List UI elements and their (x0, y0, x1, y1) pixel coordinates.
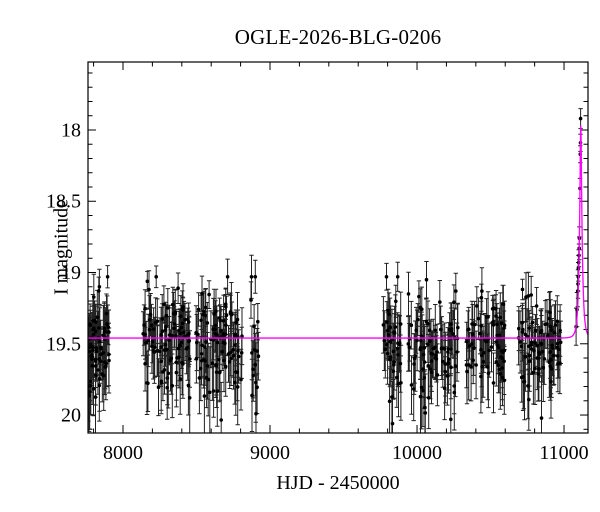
tick-labels: 8000 9000 10000 11000 18 18.5 19 19.5 20 (46, 119, 589, 464)
chart-title: OGLE-2026-BLG-0206 (234, 25, 442, 49)
x-axis-label: HJD - 2450000 (276, 472, 400, 494)
svg-text:11000: 11000 (539, 442, 588, 464)
svg-text:18.5: 18.5 (46, 191, 81, 213)
plot-frame (87, 61, 589, 434)
svg-text:18: 18 (61, 119, 81, 141)
svg-text:10000: 10000 (392, 442, 442, 464)
data-points (88, 108, 583, 433)
model-curve (88, 125, 588, 339)
svg-text:19: 19 (61, 262, 81, 284)
svg-text:9000: 9000 (250, 442, 290, 464)
svg-text:19.5: 19.5 (46, 333, 81, 355)
svg-text:8000: 8000 (103, 442, 143, 464)
svg-text:20: 20 (61, 405, 81, 427)
error-bars (88, 108, 583, 433)
